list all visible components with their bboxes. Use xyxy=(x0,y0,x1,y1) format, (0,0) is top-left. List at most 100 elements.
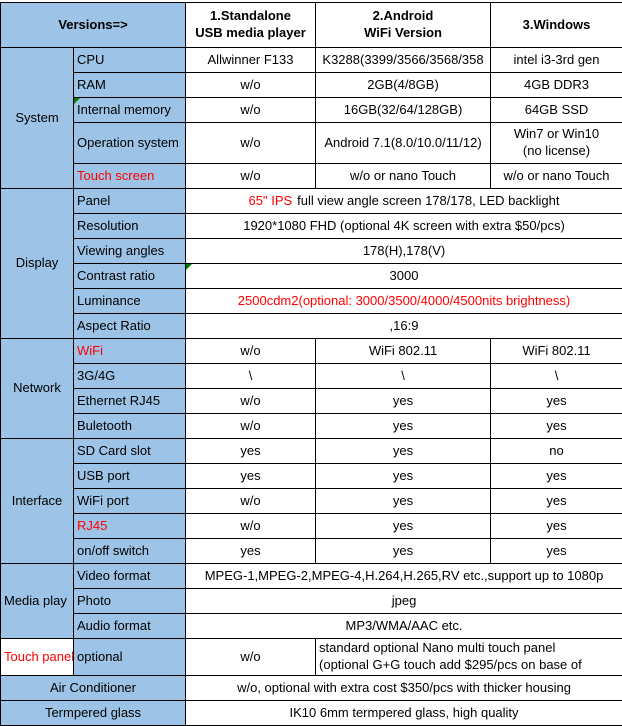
row-label-ram: RAM xyxy=(74,73,186,98)
row-label-ethernet-rj45: Ethernet RJ45 xyxy=(74,389,186,414)
table-row-air-conditioner: Air Conditioner w/o, optional with extra… xyxy=(1,676,622,701)
table-row-ethernet-rj45: Ethernet RJ45 w/o yes yes xyxy=(1,389,622,414)
row-label-air-conditioner: Air Conditioner xyxy=(1,676,186,701)
3g4g-android-value: \ xyxy=(316,364,491,389)
row-label-aspect-ratio: Aspect Ratio xyxy=(74,314,186,339)
column-header-windows: 3.Windows xyxy=(491,3,622,48)
row-label-panel: Panel xyxy=(74,189,186,214)
table-row-cpu: System CPU Allwinner F133 K3288(3399/356… xyxy=(1,48,622,73)
row-label-wifi-port: WiFi port xyxy=(74,489,186,514)
cpu-android-value: K3288(3399/3566/3568/358 xyxy=(316,48,491,73)
video-format-value: MPEG-1,MPEG-2,MPEG-4,H.264,H.265,RV etc.… xyxy=(186,564,622,589)
table-row-internal-memory: Internal memory w/o 16GB(32/64/128GB) 64… xyxy=(1,98,622,123)
table-row-viewing-angles: Viewing angles 178(H),178(V) xyxy=(1,239,622,264)
contrast-ratio-value-text: 3000 xyxy=(390,268,419,283)
operation-system-android-value: Android 7.1(8.0/10.0/11/12) xyxy=(316,123,491,164)
bluetooth-android-value: yes xyxy=(316,414,491,439)
row-label-cpu: CPU xyxy=(74,48,186,73)
table-row-ram: RAM w/o 2GB(4/8GB) 4GB DDR3 xyxy=(1,73,622,98)
table-row-contrast-ratio: Contrast ratio 3000 xyxy=(1,264,622,289)
rj45-windows-value: yes xyxy=(491,514,622,539)
row-label-viewing-angles: Viewing angles xyxy=(74,239,186,264)
section-label-display: Display xyxy=(1,189,74,339)
row-label-operation-system: Operation system xyxy=(74,123,186,164)
section-label-network: Network xyxy=(1,339,74,439)
ram-windows-value: 4GB DDR3 xyxy=(491,73,622,98)
onoff-windows-value: yes xyxy=(491,539,622,564)
row-label-bluetooth: Buletooth xyxy=(74,414,186,439)
internal-memory-windows-value: 64GB SSD xyxy=(491,98,622,123)
section-label-system: System xyxy=(1,48,74,189)
usb-port-standalone-value: yes xyxy=(186,464,316,489)
contrast-ratio-value: 3000 xyxy=(186,264,622,289)
table-row-onoff-switch: on/off switch yes yes yes xyxy=(1,539,622,564)
wifi-port-windows-value: yes xyxy=(491,489,622,514)
rj45-android-value: yes xyxy=(316,514,491,539)
audio-format-value: MP3/WMA/AAC etc. xyxy=(186,614,622,639)
operation-system-standalone-value: w/o xyxy=(186,123,316,164)
panel-value-rest: full view angle screen 178/178, LED back… xyxy=(297,193,559,208)
table-row-touch-panel: Touch panel optional w/o standard option… xyxy=(1,639,622,676)
table-row-resolution: Resolution 1920*1080 FHD (optional 4K sc… xyxy=(1,214,622,239)
wifi-windows-value: WiFi 802.11 xyxy=(491,339,622,364)
section-label-touch-panel: Touch panel xyxy=(1,639,74,676)
cpu-standalone-value: Allwinner F133 xyxy=(186,48,316,73)
touch-screen-standalone-value: w/o xyxy=(186,164,316,189)
table-row-usb-port: USB port yes yes yes xyxy=(1,464,622,489)
touch-screen-android-value: w/o or nano Touch xyxy=(316,164,491,189)
row-label-rj45: RJ45 xyxy=(74,514,186,539)
row-label-audio-format: Audio format xyxy=(74,614,186,639)
wifi-port-standalone-value: w/o xyxy=(186,489,316,514)
table-row-3g4g: 3G/4G \ \ \ xyxy=(1,364,622,389)
luminance-value: 2500cdm2(optional: 3000/3500/4000/4500ni… xyxy=(186,289,622,314)
section-label-interface: Interface xyxy=(1,439,74,564)
sd-card-android-value: yes xyxy=(316,439,491,464)
wifi-standalone-value: w/o xyxy=(186,339,316,364)
table-row-photo: Photo jpeg xyxy=(1,589,622,614)
table-row-touch-screen: Touch screen w/o w/o or nano Touch w/o o… xyxy=(1,164,622,189)
wifi-port-android-value: yes xyxy=(316,489,491,514)
wifi-android-value: WiFi 802.11 xyxy=(316,339,491,364)
table-row-tempered-glass: Termpered glass IK10 6mm termpered glass… xyxy=(1,701,622,726)
resolution-value: 1920*1080 FHD (optional 4K screen with e… xyxy=(186,214,622,239)
bluetooth-windows-value: yes xyxy=(491,414,622,439)
row-label-luminance: Luminance xyxy=(74,289,186,314)
usb-port-windows-value: yes xyxy=(491,464,622,489)
table-row-audio-format: Audio format MP3/WMA/AAC etc. xyxy=(1,614,622,639)
row-label-text: Internal memory xyxy=(77,102,171,117)
row-label-wifi: WiFi xyxy=(74,339,186,364)
onoff-android-value: yes xyxy=(316,539,491,564)
touch-screen-windows-value: w/o or nano Touch xyxy=(491,164,622,189)
rj45-standalone-value: w/o xyxy=(186,514,316,539)
table-row-wifi-port: WiFi port w/o yes yes xyxy=(1,489,622,514)
table-row-bluetooth: Buletooth w/o yes yes xyxy=(1,414,622,439)
error-check-marker xyxy=(74,98,80,104)
ethernet-android-value: yes xyxy=(316,389,491,414)
row-label-usb-port: USB port xyxy=(74,464,186,489)
panel-value: 65" IPS full view angle screen 178/178, L… xyxy=(186,189,622,214)
row-label-photo: Photo xyxy=(74,589,186,614)
air-conditioner-value: w/o, optional with extra cost $350/pcs w… xyxy=(186,676,622,701)
table-row-wifi: Network WiFi w/o WiFi 802.11 WiFi 802.11 xyxy=(1,339,622,364)
cpu-windows-value: intel i3-3rd gen xyxy=(491,48,622,73)
tempered-glass-value: IK10 6mm termpered glass, high quality xyxy=(186,701,622,726)
internal-memory-android-value: 16GB(32/64/128GB) xyxy=(316,98,491,123)
table-row-luminance: Luminance 2500cdm2(optional: 3000/3500/4… xyxy=(1,289,622,314)
ram-android-value: 2GB(4/8GB) xyxy=(316,73,491,98)
row-label-3g4g: 3G/4G xyxy=(74,364,186,389)
3g4g-standalone-value: \ xyxy=(186,364,316,389)
panel-value-highlight: 65" IPS xyxy=(249,193,293,208)
table-row-operation-system: Operation system w/o Android 7.1(8.0/10.… xyxy=(1,123,622,164)
section-label-media-play: Media play xyxy=(1,564,74,639)
onoff-standalone-value: yes xyxy=(186,539,316,564)
row-label-resolution: Resolution xyxy=(74,214,186,239)
row-label-sd-card-slot: SD Card slot xyxy=(74,439,186,464)
touch-panel-standalone-value: w/o xyxy=(186,639,316,676)
table-row-rj45: RJ45 w/o yes yes xyxy=(1,514,622,539)
photo-value: jpeg xyxy=(186,589,622,614)
row-label-touch-screen: Touch screen xyxy=(74,164,186,189)
versions-header-cell: Versions=> xyxy=(1,3,186,48)
ethernet-standalone-value: w/o xyxy=(186,389,316,414)
